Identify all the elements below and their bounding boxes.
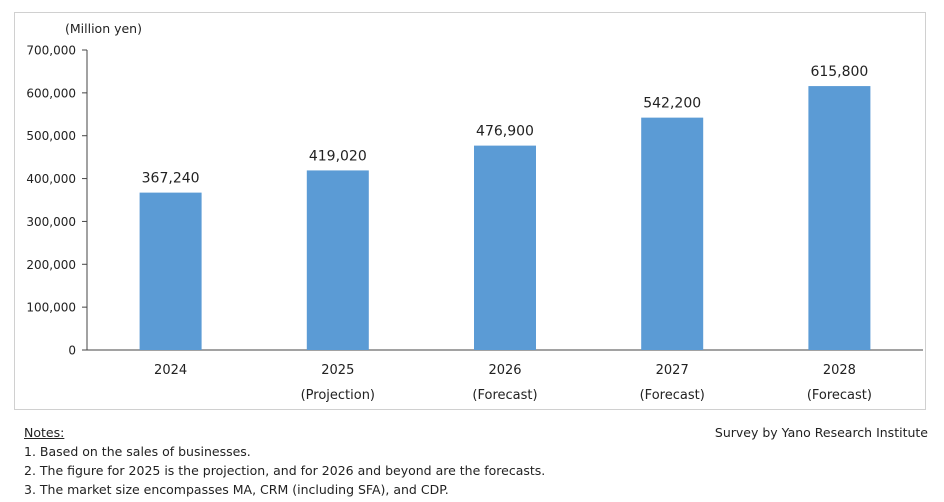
unit-label: (Million yen) [65, 21, 142, 36]
notes: Notes: 1. Based on the sales of business… [24, 423, 545, 499]
source-credit: Survey by Yano Research Institute [714, 425, 928, 440]
bar [808, 86, 871, 350]
x-tick-label: 2026 [488, 363, 521, 378]
note-item-3: 3. The market size encompasses MA, CRM (… [24, 482, 449, 497]
note-item-2: 2. The figure for 2025 is the projection… [24, 463, 546, 478]
x-tick-label: 2027 [656, 363, 689, 378]
data-label: 615,800 [810, 64, 868, 80]
data-label: 542,200 [643, 96, 701, 112]
data-label: 367,240 [142, 171, 200, 187]
y-tick-label: 600,000 [26, 86, 76, 100]
y-tick-label: 0 [68, 344, 76, 358]
data-label: 476,900 [476, 124, 534, 140]
x-tick-label: 2024 [154, 363, 187, 378]
y-tick-label: 100,000 [26, 301, 76, 315]
x-tick-sublabel: (Forecast) [807, 388, 872, 403]
x-tick-sublabel: (Forecast) [640, 388, 705, 403]
bar [641, 117, 704, 350]
y-tick-label: 400,000 [26, 172, 76, 186]
y-tick-label: 500,000 [26, 129, 76, 143]
y-tick-label: 200,000 [26, 258, 76, 272]
bar [139, 192, 202, 350]
x-tick-sublabel: (Projection) [301, 388, 375, 403]
bar [306, 170, 369, 350]
y-tick-label: 300,000 [26, 215, 76, 229]
bar [474, 145, 536, 350]
x-tick-sublabel: (Forecast) [472, 388, 537, 403]
chart-frame: (Million yen) 0 100,000 200,000 300,000 400,… [14, 12, 926, 410]
x-tick-label: 2028 [823, 363, 856, 378]
notes-title: Notes: [24, 425, 65, 440]
data-label: 419,020 [309, 148, 367, 164]
bar-chart: (Million yen) 0 100,000 200,000 300,000 400,… [26, 21, 923, 403]
note-item-1: 1. Based on the sales of businesses. [24, 444, 251, 459]
x-tick-label: 2025 [321, 363, 354, 378]
y-tick-label: 700,000 [26, 44, 76, 58]
